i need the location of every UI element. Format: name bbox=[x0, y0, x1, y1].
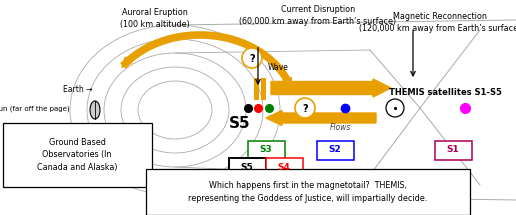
Text: S3: S3 bbox=[260, 146, 272, 155]
FancyBboxPatch shape bbox=[316, 140, 353, 160]
FancyBboxPatch shape bbox=[3, 123, 152, 187]
FancyArrow shape bbox=[266, 111, 376, 126]
Circle shape bbox=[386, 99, 404, 117]
FancyBboxPatch shape bbox=[434, 140, 472, 160]
Text: S4: S4 bbox=[278, 163, 291, 172]
FancyBboxPatch shape bbox=[248, 140, 284, 160]
FancyBboxPatch shape bbox=[266, 158, 302, 177]
Text: S5: S5 bbox=[240, 163, 253, 172]
Text: ← Sun (far off the page): ← Sun (far off the page) bbox=[0, 105, 70, 112]
Text: S2: S2 bbox=[329, 146, 342, 155]
Text: Magnetic Reconnection
(120,000 km away from Earth’s surface): Magnetic Reconnection (120,000 km away f… bbox=[359, 12, 516, 33]
Circle shape bbox=[242, 48, 262, 68]
Text: Earth →: Earth → bbox=[63, 85, 93, 94]
Text: Flows: Flows bbox=[329, 123, 351, 132]
Text: S5: S5 bbox=[229, 116, 251, 131]
Ellipse shape bbox=[90, 101, 100, 119]
Text: Current Disruption
(60,000 km away from Earth’s surface): Current Disruption (60,000 km away from … bbox=[239, 5, 397, 26]
FancyBboxPatch shape bbox=[146, 169, 470, 215]
Text: THEMIS satellites S1-S5: THEMIS satellites S1-S5 bbox=[389, 88, 502, 97]
Bar bbox=[254, 78, 259, 100]
Text: Wave: Wave bbox=[268, 63, 288, 72]
FancyBboxPatch shape bbox=[229, 158, 266, 177]
Text: ?: ? bbox=[302, 104, 308, 114]
Text: S1: S1 bbox=[447, 146, 459, 155]
FancyArrow shape bbox=[271, 79, 391, 97]
Circle shape bbox=[295, 98, 315, 118]
Text: ?: ? bbox=[249, 54, 255, 64]
Text: Which happens first in the magnetotail?  THEMIS,
representing the Goddess of Jus: Which happens first in the magnetotail? … bbox=[188, 181, 428, 203]
Text: Ground Based
Observatories (In
Canada and Alaska): Ground Based Observatories (In Canada an… bbox=[37, 138, 117, 172]
Text: Auroral Eruption
(100 km altitude): Auroral Eruption (100 km altitude) bbox=[120, 8, 190, 29]
Bar bbox=[261, 78, 266, 100]
